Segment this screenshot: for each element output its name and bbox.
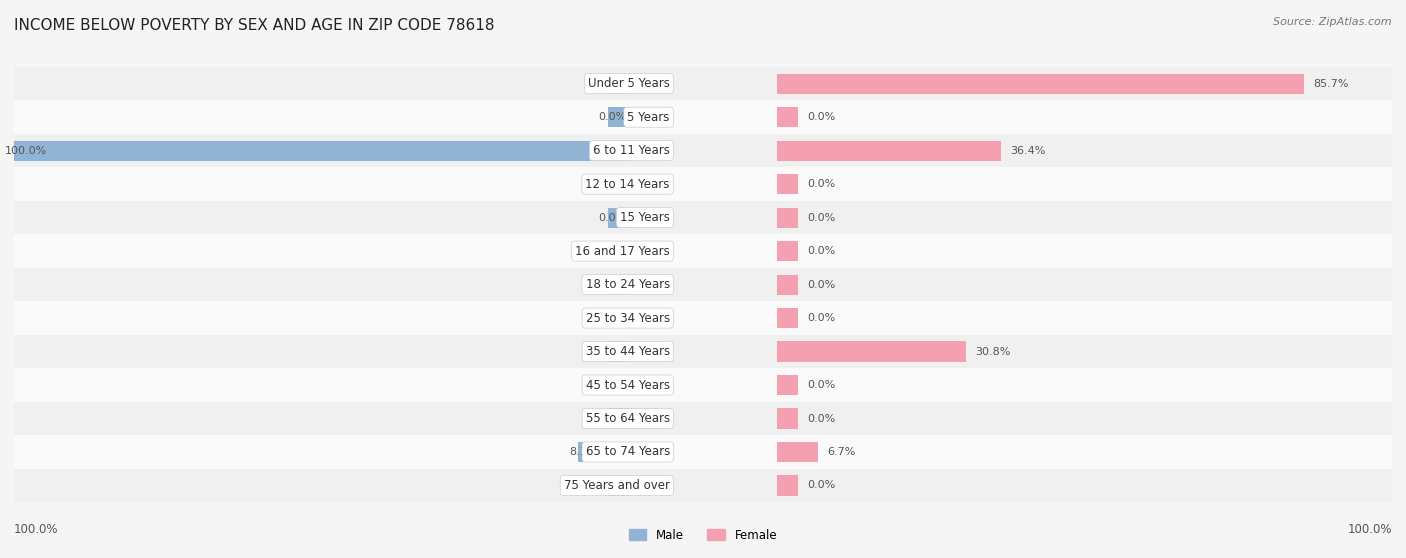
Bar: [778, 375, 799, 395]
Bar: [0, 268, 703, 301]
Bar: [778, 275, 799, 295]
Bar: [0, 402, 703, 435]
Bar: [607, 308, 630, 328]
Bar: [607, 341, 630, 362]
Bar: [703, 469, 1406, 502]
Bar: [607, 375, 630, 395]
Bar: [0, 435, 703, 469]
Bar: [0, 234, 703, 268]
Bar: [703, 134, 1406, 167]
Bar: [778, 174, 799, 194]
Text: 55 to 64 Years: 55 to 64 Years: [586, 412, 669, 425]
Bar: [703, 167, 1406, 201]
Bar: [703, 301, 1406, 335]
Text: 0.0%: 0.0%: [599, 380, 627, 390]
Bar: [14, 141, 630, 161]
Text: Source: ZipAtlas.com: Source: ZipAtlas.com: [1274, 17, 1392, 27]
Text: 0.0%: 0.0%: [599, 213, 627, 223]
Text: 0.0%: 0.0%: [807, 413, 835, 424]
Text: 8.3%: 8.3%: [569, 447, 598, 457]
Bar: [0, 368, 703, 402]
Legend: Male, Female: Male, Female: [624, 524, 782, 546]
Bar: [578, 442, 630, 462]
Bar: [607, 107, 630, 127]
Bar: [0, 167, 703, 201]
Bar: [778, 475, 799, 496]
Bar: [778, 341, 966, 362]
Text: 45 to 54 Years: 45 to 54 Years: [586, 378, 669, 392]
Text: Under 5 Years: Under 5 Years: [588, 77, 669, 90]
Bar: [607, 408, 630, 429]
Text: 15 Years: 15 Years: [620, 211, 669, 224]
Text: 16 and 17 Years: 16 and 17 Years: [575, 244, 669, 258]
Bar: [703, 402, 1406, 435]
Bar: [607, 475, 630, 496]
Text: 0.0%: 0.0%: [599, 112, 627, 122]
Bar: [703, 67, 1406, 100]
Bar: [607, 74, 630, 94]
Bar: [0, 134, 703, 167]
Bar: [0, 201, 703, 234]
Text: 85.7%: 85.7%: [1313, 79, 1348, 89]
Bar: [778, 241, 799, 261]
Bar: [0, 100, 703, 134]
Bar: [778, 107, 799, 127]
Text: 0.0%: 0.0%: [599, 313, 627, 323]
Text: 0.0%: 0.0%: [599, 79, 627, 89]
Bar: [778, 442, 818, 462]
Text: 0.0%: 0.0%: [807, 480, 835, 490]
Bar: [778, 74, 1303, 94]
Text: 5 Years: 5 Years: [627, 110, 669, 124]
Text: 0.0%: 0.0%: [807, 380, 835, 390]
Bar: [703, 201, 1406, 234]
Bar: [778, 408, 799, 429]
Text: 36.4%: 36.4%: [1010, 146, 1045, 156]
Text: 0.0%: 0.0%: [807, 112, 835, 122]
Text: 6.7%: 6.7%: [827, 447, 856, 457]
Text: 6 to 11 Years: 6 to 11 Years: [593, 144, 669, 157]
Text: 0.0%: 0.0%: [807, 179, 835, 189]
Bar: [778, 141, 1001, 161]
Text: 0.0%: 0.0%: [599, 246, 627, 256]
Bar: [607, 174, 630, 194]
Bar: [607, 275, 630, 295]
Bar: [607, 208, 630, 228]
Bar: [0, 335, 703, 368]
Text: 75 Years and over: 75 Years and over: [564, 479, 669, 492]
Bar: [703, 100, 1406, 134]
Bar: [703, 234, 1406, 268]
Text: INCOME BELOW POVERTY BY SEX AND AGE IN ZIP CODE 78618: INCOME BELOW POVERTY BY SEX AND AGE IN Z…: [14, 18, 495, 33]
Text: 100.0%: 100.0%: [4, 146, 46, 156]
Bar: [0, 301, 703, 335]
Text: 100.0%: 100.0%: [14, 523, 59, 536]
Text: 0.0%: 0.0%: [599, 480, 627, 490]
Text: 12 to 14 Years: 12 to 14 Years: [585, 177, 669, 191]
Text: 0.0%: 0.0%: [599, 179, 627, 189]
Bar: [703, 335, 1406, 368]
Bar: [607, 241, 630, 261]
Bar: [778, 208, 799, 228]
Bar: [703, 435, 1406, 469]
Text: 0.0%: 0.0%: [807, 213, 835, 223]
Text: 100.0%: 100.0%: [1347, 523, 1392, 536]
Bar: [0, 67, 703, 100]
Text: 0.0%: 0.0%: [807, 280, 835, 290]
Text: 30.8%: 30.8%: [976, 347, 1011, 357]
Text: 18 to 24 Years: 18 to 24 Years: [585, 278, 669, 291]
Text: 35 to 44 Years: 35 to 44 Years: [586, 345, 669, 358]
Bar: [778, 308, 799, 328]
Text: 25 to 34 Years: 25 to 34 Years: [586, 311, 669, 325]
Bar: [0, 469, 703, 502]
Text: 0.0%: 0.0%: [807, 313, 835, 323]
Text: 0.0%: 0.0%: [599, 280, 627, 290]
Text: 0.0%: 0.0%: [599, 347, 627, 357]
Bar: [703, 368, 1406, 402]
Text: 0.0%: 0.0%: [807, 246, 835, 256]
Bar: [703, 268, 1406, 301]
Text: 0.0%: 0.0%: [599, 413, 627, 424]
Text: 65 to 74 Years: 65 to 74 Years: [585, 445, 669, 459]
